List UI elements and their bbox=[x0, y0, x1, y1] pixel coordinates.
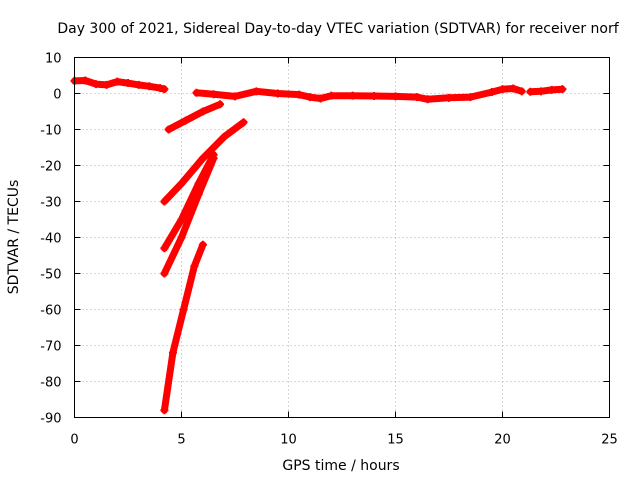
data-point bbox=[295, 90, 304, 99]
data-point bbox=[239, 118, 248, 127]
data-point bbox=[190, 262, 199, 271]
data-point bbox=[348, 91, 357, 100]
data-point bbox=[91, 80, 100, 89]
data-point bbox=[370, 92, 379, 101]
data-point bbox=[177, 215, 186, 224]
data-point bbox=[198, 107, 207, 116]
data-point bbox=[526, 87, 535, 96]
data-point bbox=[327, 91, 336, 100]
data-point bbox=[231, 92, 239, 101]
data-point bbox=[168, 348, 177, 357]
data-point bbox=[517, 87, 526, 96]
data-point bbox=[252, 87, 261, 96]
chart-title: Day 300 of 2021, Sidereal Day-to-day VTE… bbox=[57, 21, 619, 37]
data-point bbox=[177, 179, 186, 188]
data-point bbox=[391, 92, 400, 101]
data-point bbox=[145, 82, 154, 91]
data-point bbox=[305, 93, 314, 102]
data-point bbox=[198, 240, 207, 249]
data-point bbox=[466, 93, 475, 102]
data-point bbox=[198, 154, 207, 163]
data-point bbox=[102, 80, 111, 89]
x-tick-label: 15 bbox=[387, 433, 404, 448]
y-tick-label: -70 bbox=[40, 340, 61, 355]
data-point bbox=[209, 90, 218, 99]
data-point bbox=[160, 85, 169, 94]
data-point bbox=[273, 89, 282, 98]
axis-ticks: 0 5 10 15 20 25 10 0 -10 -20 -30 -40 -50 -60 -70 -80 -90 bbox=[40, 52, 618, 448]
data-point bbox=[537, 87, 546, 96]
y-tick-label: -40 bbox=[40, 232, 61, 247]
y-tick-label: -20 bbox=[40, 160, 61, 175]
data-point bbox=[445, 93, 453, 102]
data-point bbox=[412, 93, 421, 102]
data-point bbox=[156, 84, 165, 93]
data-point bbox=[177, 233, 186, 242]
data-point bbox=[179, 305, 188, 314]
x-tick-label: 20 bbox=[494, 433, 511, 448]
series-rise-d bbox=[160, 154, 218, 277]
data-point bbox=[181, 116, 190, 125]
series-rise-e bbox=[160, 241, 207, 414]
x-tick-label: 5 bbox=[177, 433, 185, 448]
data-point bbox=[164, 125, 173, 134]
data-series bbox=[70, 76, 567, 415]
data-point bbox=[192, 88, 201, 97]
y-tick-label: -10 bbox=[40, 124, 61, 139]
data-point bbox=[487, 88, 496, 97]
data-point bbox=[423, 95, 432, 104]
data-point bbox=[216, 100, 225, 109]
data-point bbox=[498, 85, 507, 94]
data-point bbox=[113, 77, 122, 86]
y-axis-label: SDTVAR / TECUs bbox=[6, 180, 22, 295]
data-point bbox=[547, 85, 556, 94]
x-axis-label: GPS time / hours bbox=[282, 458, 399, 474]
data-point bbox=[124, 79, 132, 88]
data-point bbox=[509, 84, 518, 93]
data-point bbox=[209, 154, 218, 163]
data-point bbox=[558, 85, 567, 94]
x-tick-label: 25 bbox=[601, 433, 618, 448]
data-point bbox=[194, 190, 203, 199]
x-tick-label: 10 bbox=[280, 433, 297, 448]
data-point bbox=[160, 269, 169, 278]
series-track-late bbox=[526, 85, 566, 96]
data-point bbox=[316, 94, 325, 103]
x-tick-label: 0 bbox=[70, 433, 78, 448]
grid-lines bbox=[74, 57, 610, 418]
data-point bbox=[160, 244, 169, 253]
y-tick-label: 10 bbox=[45, 52, 62, 67]
y-tick-label: -30 bbox=[40, 196, 61, 211]
y-tick-label: -50 bbox=[40, 268, 61, 283]
y-tick-label: 0 bbox=[53, 88, 61, 103]
y-tick-label: -90 bbox=[40, 412, 61, 427]
series-track-early bbox=[71, 77, 168, 93]
series-rise-a bbox=[165, 100, 224, 133]
data-point bbox=[160, 406, 169, 415]
data-point bbox=[81, 76, 90, 85]
y-tick-label: -80 bbox=[40, 376, 61, 391]
data-point bbox=[160, 197, 169, 206]
y-tick-label: -60 bbox=[40, 304, 61, 319]
data-point bbox=[220, 132, 229, 141]
data-point bbox=[134, 80, 143, 89]
